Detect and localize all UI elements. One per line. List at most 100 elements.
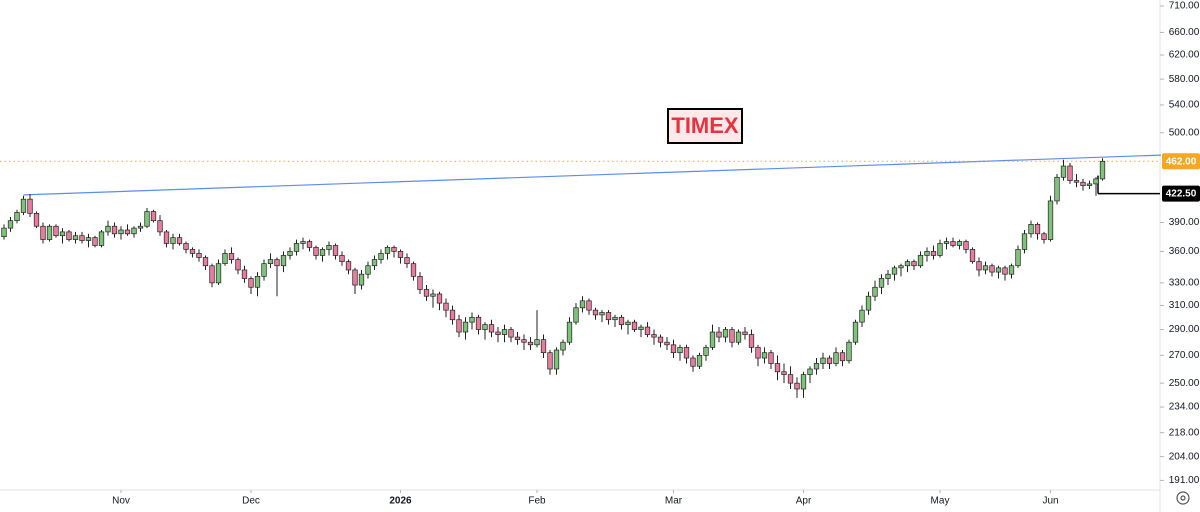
candle-body (53, 225, 59, 237)
candle-body (683, 347, 690, 359)
candle-body (664, 341, 670, 346)
candle-body (1021, 233, 1028, 250)
price-label: 462.00 (1166, 156, 1197, 167)
price-label-bg (1162, 153, 1200, 170)
candle-body (430, 293, 436, 297)
candle-body (982, 265, 989, 271)
x-tick-label: Mar (665, 496, 683, 507)
x-tick-label: Jun (1042, 496, 1058, 507)
candle-body (969, 249, 976, 262)
y-tick-label: 270.00 (1169, 350, 1200, 361)
candle-body (924, 251, 930, 256)
candle-body (852, 321, 859, 343)
candle-body (79, 235, 85, 241)
y-tick-label: 330.00 (1169, 278, 1200, 289)
candle-body (677, 347, 683, 354)
candle-body (14, 212, 20, 222)
candle-body (566, 321, 573, 343)
candle-body (631, 321, 638, 330)
candle-body (150, 211, 157, 222)
candle-body (228, 253, 235, 260)
candle-body (761, 352, 768, 359)
candle-body (300, 241, 306, 244)
candle-body (1015, 249, 1021, 267)
price-label-bg (1162, 185, 1200, 202)
candle-body (378, 253, 384, 260)
candle-body (72, 235, 79, 240)
candle-body (976, 261, 982, 271)
trendline (23, 154, 1162, 196)
candle-body (170, 237, 176, 244)
candle-body (85, 237, 92, 241)
candle-body (950, 241, 956, 246)
x-tick-label: Nov (112, 496, 130, 507)
candle-body (885, 273, 891, 279)
y-tick-label: 660.00 (1169, 27, 1200, 38)
candle-body (443, 302, 449, 311)
candle-body (878, 278, 885, 288)
candle-body (703, 347, 709, 356)
candle-body (248, 278, 254, 288)
candle-body (20, 198, 27, 213)
candle-body (781, 371, 787, 375)
candle-body (859, 309, 865, 323)
settings-icon[interactable] (1176, 491, 1190, 505)
candle-body (462, 321, 469, 333)
candle-body (540, 339, 547, 354)
candle-body (592, 309, 599, 316)
y-tick-label: 191.00 (1169, 475, 1200, 486)
candle-body (105, 225, 111, 233)
candle-body (1, 227, 7, 238)
candle-body (397, 251, 404, 258)
settings-icon-center (1180, 495, 1186, 501)
y-tick-label: 710.00 (1169, 1, 1200, 12)
candle-body (371, 259, 378, 267)
candle-body (27, 198, 33, 214)
candle-body (410, 263, 417, 277)
candle-body (46, 225, 53, 240)
candle-body (534, 339, 540, 346)
candle-body (202, 257, 209, 267)
candle-body (917, 255, 924, 267)
candle-body (911, 261, 917, 267)
candle-body (1067, 165, 1073, 181)
candle-body (956, 241, 963, 246)
candle-body (670, 344, 677, 354)
candle-body (735, 331, 742, 343)
candle-body (872, 286, 878, 297)
candle-body (989, 265, 995, 273)
candle-body (417, 276, 423, 290)
candle-body (365, 265, 371, 275)
candle-body (690, 357, 696, 367)
x-tick-label: Apr (796, 496, 812, 507)
candle-body (599, 312, 605, 316)
candle-body (826, 357, 833, 364)
candle-body (176, 237, 183, 244)
candle-body (995, 267, 1002, 273)
candle-body (729, 329, 735, 343)
chart-title: TIMEX (667, 108, 743, 144)
y-tick-label: 290.00 (1169, 324, 1200, 335)
candle-body (495, 331, 501, 335)
y-tick-label: 204.00 (1169, 451, 1200, 462)
candle-body (157, 220, 163, 233)
candle-body (612, 316, 618, 321)
candle-body (404, 257, 410, 265)
candle-body (33, 213, 40, 227)
candle-body (339, 255, 345, 262)
x-tick-label: Dec (242, 496, 260, 507)
candle-body (131, 227, 137, 235)
candle-body (98, 231, 105, 246)
candle-body (384, 247, 391, 254)
y-tick-label: 360.00 (1169, 246, 1200, 257)
candle-body (813, 363, 820, 370)
candle-body (222, 253, 228, 265)
candle-body (118, 229, 124, 235)
candle-body (618, 316, 625, 325)
candle-body (423, 289, 430, 297)
candle-body (1080, 181, 1086, 186)
candle-body (716, 331, 722, 338)
candle-body (482, 324, 488, 330)
candle-body (1086, 183, 1093, 186)
